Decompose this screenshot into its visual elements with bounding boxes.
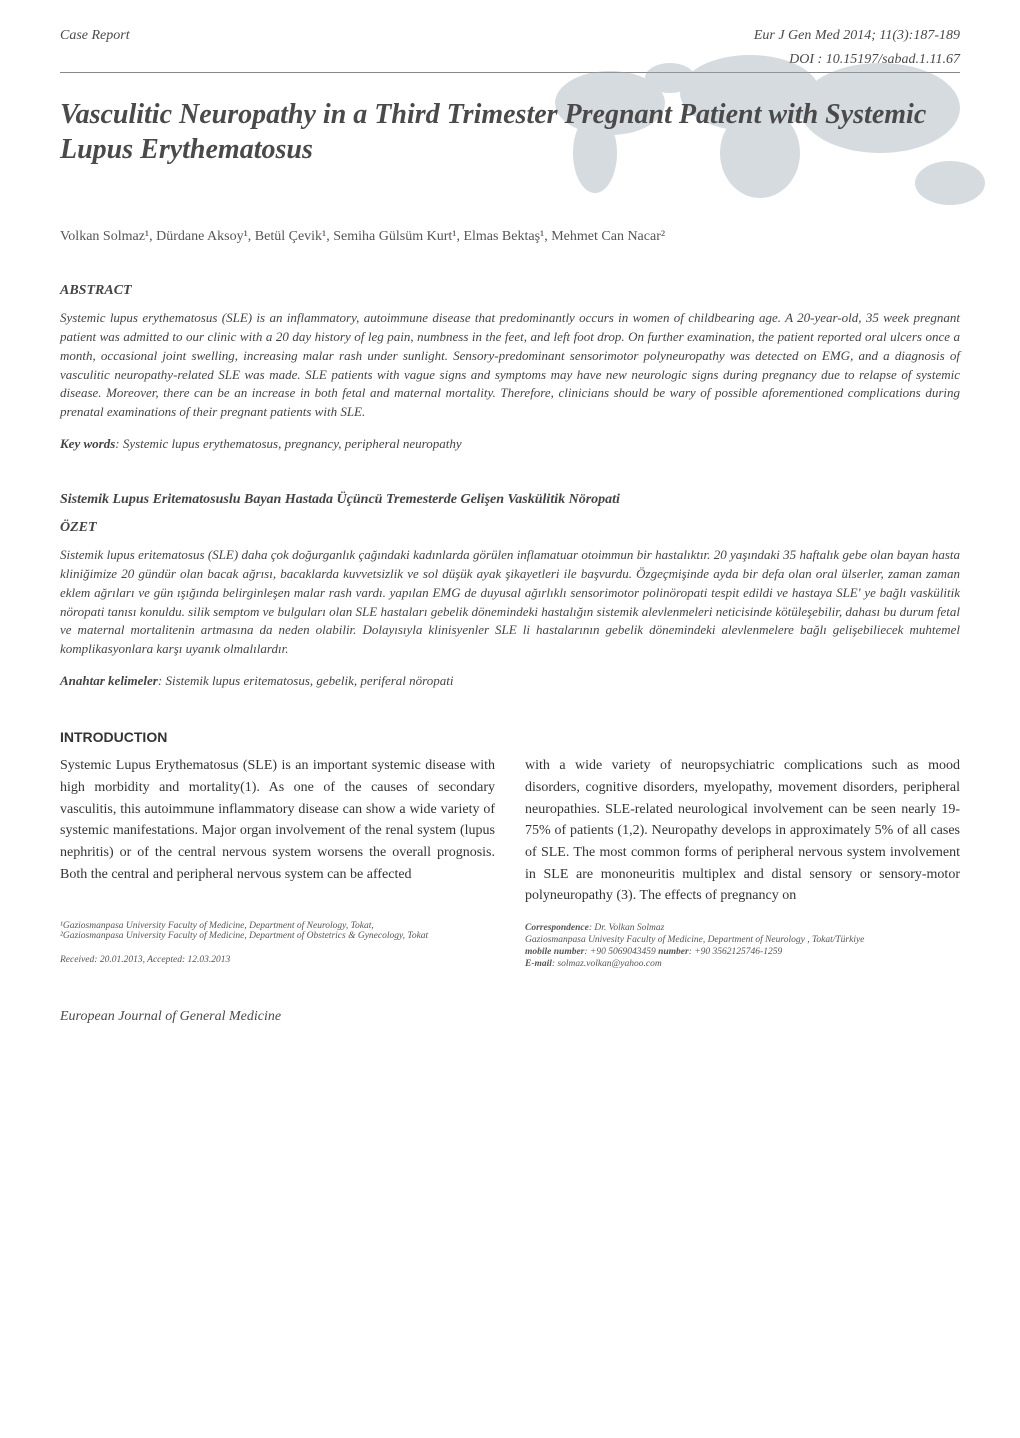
received-accepted: Received: 20.01.2013, Accepted: 12.03.20… bbox=[60, 955, 495, 965]
mobile-label: mobile number bbox=[525, 947, 584, 957]
email-value: : solmaz.volkan@yahoo.com bbox=[552, 959, 662, 969]
article-title: Vasculitic Neuropathy in a Third Trimest… bbox=[60, 97, 960, 167]
abstract-heading: ABSTRACT bbox=[0, 253, 1020, 305]
number-label: number bbox=[658, 947, 689, 957]
affiliation-2: ²Gaziosmanpasa University Faculty of Med… bbox=[60, 931, 495, 941]
intro-column-left: Systemic Lupus Erythematosus (SLE) is an… bbox=[60, 755, 495, 907]
correspondence-address: Gaziosmanpasa Univesity Faculty of Medic… bbox=[525, 935, 960, 945]
keywords-text: : Systemic lupus erythematosus, pregnanc… bbox=[115, 436, 461, 451]
number-value: : +90 3562125746-1259 bbox=[689, 947, 783, 957]
introduction-heading: INTRODUCTION bbox=[0, 689, 1020, 755]
mobile-value: : +90 5069043459 bbox=[584, 947, 658, 957]
ozet-text: Sistemik lupus eritematosus (SLE) daha ç… bbox=[0, 542, 1020, 659]
correspondence-name: : Dr. Volkan Solmaz bbox=[589, 923, 664, 933]
correspondence-label: Correspondence bbox=[525, 923, 589, 933]
anahtar-text: : Sistemik lupus eritematosus, gebelik, … bbox=[158, 673, 454, 688]
ozet-heading: ÖZET bbox=[0, 508, 1020, 542]
affiliation-1: ¹Gaziosmanpasa University Faculty of Med… bbox=[60, 921, 495, 931]
intro-column-right: with a wide variety of neuropsychiatric … bbox=[525, 755, 960, 907]
email-label: E-mail bbox=[525, 959, 552, 969]
abstract-text: Systemic lupus erythematosus (SLE) is an… bbox=[0, 305, 1020, 422]
keywords-label: Key words bbox=[60, 436, 115, 451]
footer-journal-name: European Journal of General Medicine bbox=[60, 1009, 281, 1025]
anahtar-label: Anahtar kelimeler bbox=[60, 673, 158, 688]
case-report-label: Case Report bbox=[60, 28, 130, 44]
turkish-title: Sistemik Lupus Eritematosuslu Bayan Hast… bbox=[0, 452, 1020, 508]
